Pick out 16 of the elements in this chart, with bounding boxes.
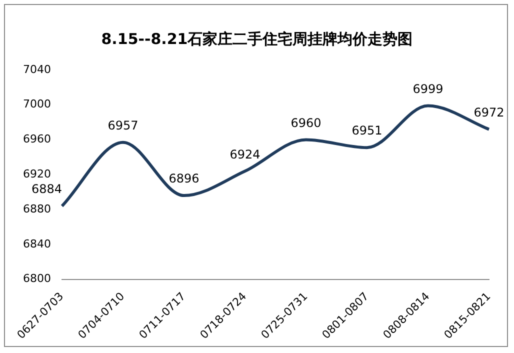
chart-title: 8.15--8.21石家庄二手住宅周挂牌均价走势图 [100, 30, 414, 49]
data-label: 6884 [31, 182, 62, 196]
data-label: 6951 [352, 124, 382, 138]
y-tick-label: 7000 [22, 98, 51, 111]
data-label: 6999 [412, 82, 444, 96]
y-tick-label: 6800 [22, 272, 51, 286]
y-tick-label: 6880 [22, 202, 51, 216]
data-label: 6972 [474, 105, 504, 120]
data-label: 6957 [108, 118, 138, 132]
data-label: 6960 [290, 116, 322, 130]
data-label: 6896 [168, 172, 200, 186]
y-tick-label: 7040 [22, 62, 51, 76]
y-tick-label: 6920 [22, 167, 51, 180]
data-label: 6924 [230, 147, 260, 162]
y-tick-label: 6840 [22, 237, 51, 250]
y-tick-label: 6960 [22, 132, 51, 146]
